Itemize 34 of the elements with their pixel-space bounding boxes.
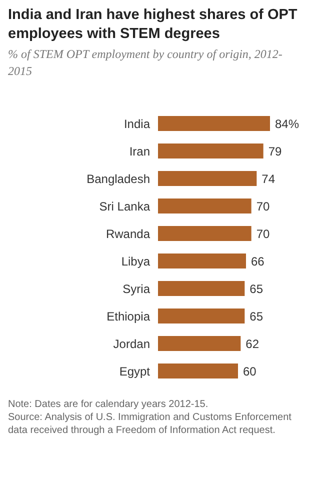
data-label: 84% [275, 116, 300, 131]
data-label: 65 [250, 309, 264, 324]
y-tick-label: Ethiopia [106, 310, 150, 324]
bar [158, 281, 245, 296]
data-label: 74 [262, 172, 276, 186]
bar [158, 144, 264, 159]
bar [158, 308, 245, 324]
data-label: 62 [246, 336, 260, 351]
bar [158, 336, 241, 352]
y-tick-label: Syria [122, 282, 150, 296]
bar [158, 198, 252, 214]
y-tick-label: Bangladesh [86, 172, 150, 186]
data-label: 66 [251, 254, 265, 268]
y-tick-label: Rwanda [106, 227, 150, 242]
y-tick-label: Jordan [113, 337, 150, 352]
chart-subtitle: % of STEM OPT employment by country of origin, 2012-2015 [8, 46, 284, 80]
source-note: Source: Analysis of U.S. Immigration and Customs Enforcement data received through a Freedom of Information Act request. [8, 411, 292, 437]
bar [158, 116, 270, 132]
data-label: 70 [256, 226, 270, 241]
data-label: 70 [256, 199, 270, 214]
bar [158, 171, 257, 186]
text: Note: Dates are for calendary years 2012-15. [8, 398, 210, 411]
bar [158, 254, 246, 269]
bar [158, 364, 238, 379]
y-tick-label: Sri Lanka [99, 200, 150, 214]
y-tick-label: Libya [121, 254, 150, 269]
y-tick-label: Egypt [119, 364, 151, 379]
y-tick-label: India [124, 117, 150, 132]
data-label: 65 [250, 282, 264, 296]
data-label: 60 [243, 364, 257, 378]
data-label: 79 [268, 144, 282, 158]
bar [158, 226, 252, 242]
y-tick-label: Iran [129, 144, 150, 159]
chart-title: India and Iran have highest shares of OPT employees with STEM degrees [8, 6, 298, 44]
